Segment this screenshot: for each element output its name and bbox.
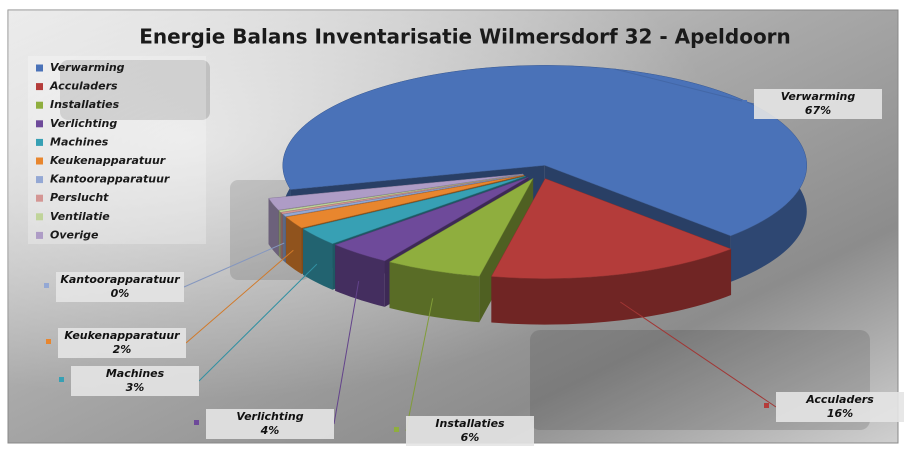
legend-swatch xyxy=(36,65,43,72)
legend-label: Machines xyxy=(50,135,109,148)
pie xyxy=(269,65,807,324)
legend-swatch xyxy=(36,102,43,109)
legend-label: Kantoorapparatuur xyxy=(50,173,170,186)
legend-label: Verlichting xyxy=(50,117,117,130)
slice-side xyxy=(281,212,283,260)
label-value: 6% xyxy=(461,431,480,444)
legend-label: Installaties xyxy=(50,98,120,111)
legend-label: Overige xyxy=(50,228,99,241)
slice-side xyxy=(279,211,281,259)
label-value: 16% xyxy=(827,407,853,420)
label-marker xyxy=(44,283,49,288)
label-category: Keukenapparatuur xyxy=(64,329,180,342)
legend-swatch xyxy=(36,213,43,220)
legend-label: Keukenapparatuur xyxy=(50,154,166,167)
slice-side xyxy=(283,214,286,262)
label-value: 4% xyxy=(260,424,280,437)
label-marker xyxy=(46,339,51,344)
legend-label: Perslucht xyxy=(50,191,109,204)
legend-swatch xyxy=(36,120,43,127)
legend-swatch xyxy=(36,232,43,239)
label-category: Acculaders xyxy=(805,393,874,406)
label-category: Verlichting xyxy=(236,410,303,423)
label-marker xyxy=(742,100,747,105)
label-value: 67% xyxy=(805,104,831,117)
legend-label: Ventilatie xyxy=(50,210,110,223)
label-marker xyxy=(194,420,199,425)
label-marker xyxy=(394,427,399,432)
label-category: Verwarming xyxy=(781,90,856,103)
legend-label: Acculaders xyxy=(49,80,118,93)
legend-label: Verwarming xyxy=(50,61,125,74)
legend-swatch xyxy=(36,176,43,183)
legend-swatch xyxy=(36,158,43,165)
label-value: 3% xyxy=(126,381,145,394)
chart: Energie Balans Inventarisatie Wilmersdor… xyxy=(0,0,906,451)
label-category: Machines xyxy=(106,367,165,380)
label-category: Kantoorapparatuur xyxy=(60,273,180,286)
label-value: 0% xyxy=(111,287,130,300)
label-category: Installaties xyxy=(435,417,505,430)
legend-swatch xyxy=(36,83,43,90)
label-marker xyxy=(59,377,64,382)
label-marker xyxy=(764,403,769,408)
legend-swatch xyxy=(36,195,43,202)
label-value: 2% xyxy=(113,343,132,356)
legend: Verwarming Acculaders Installaties Verlicht… xyxy=(28,56,206,244)
chart-title: Energie Balans Inventarisatie Wilmersdor… xyxy=(139,25,791,49)
legend-swatch xyxy=(36,139,43,146)
